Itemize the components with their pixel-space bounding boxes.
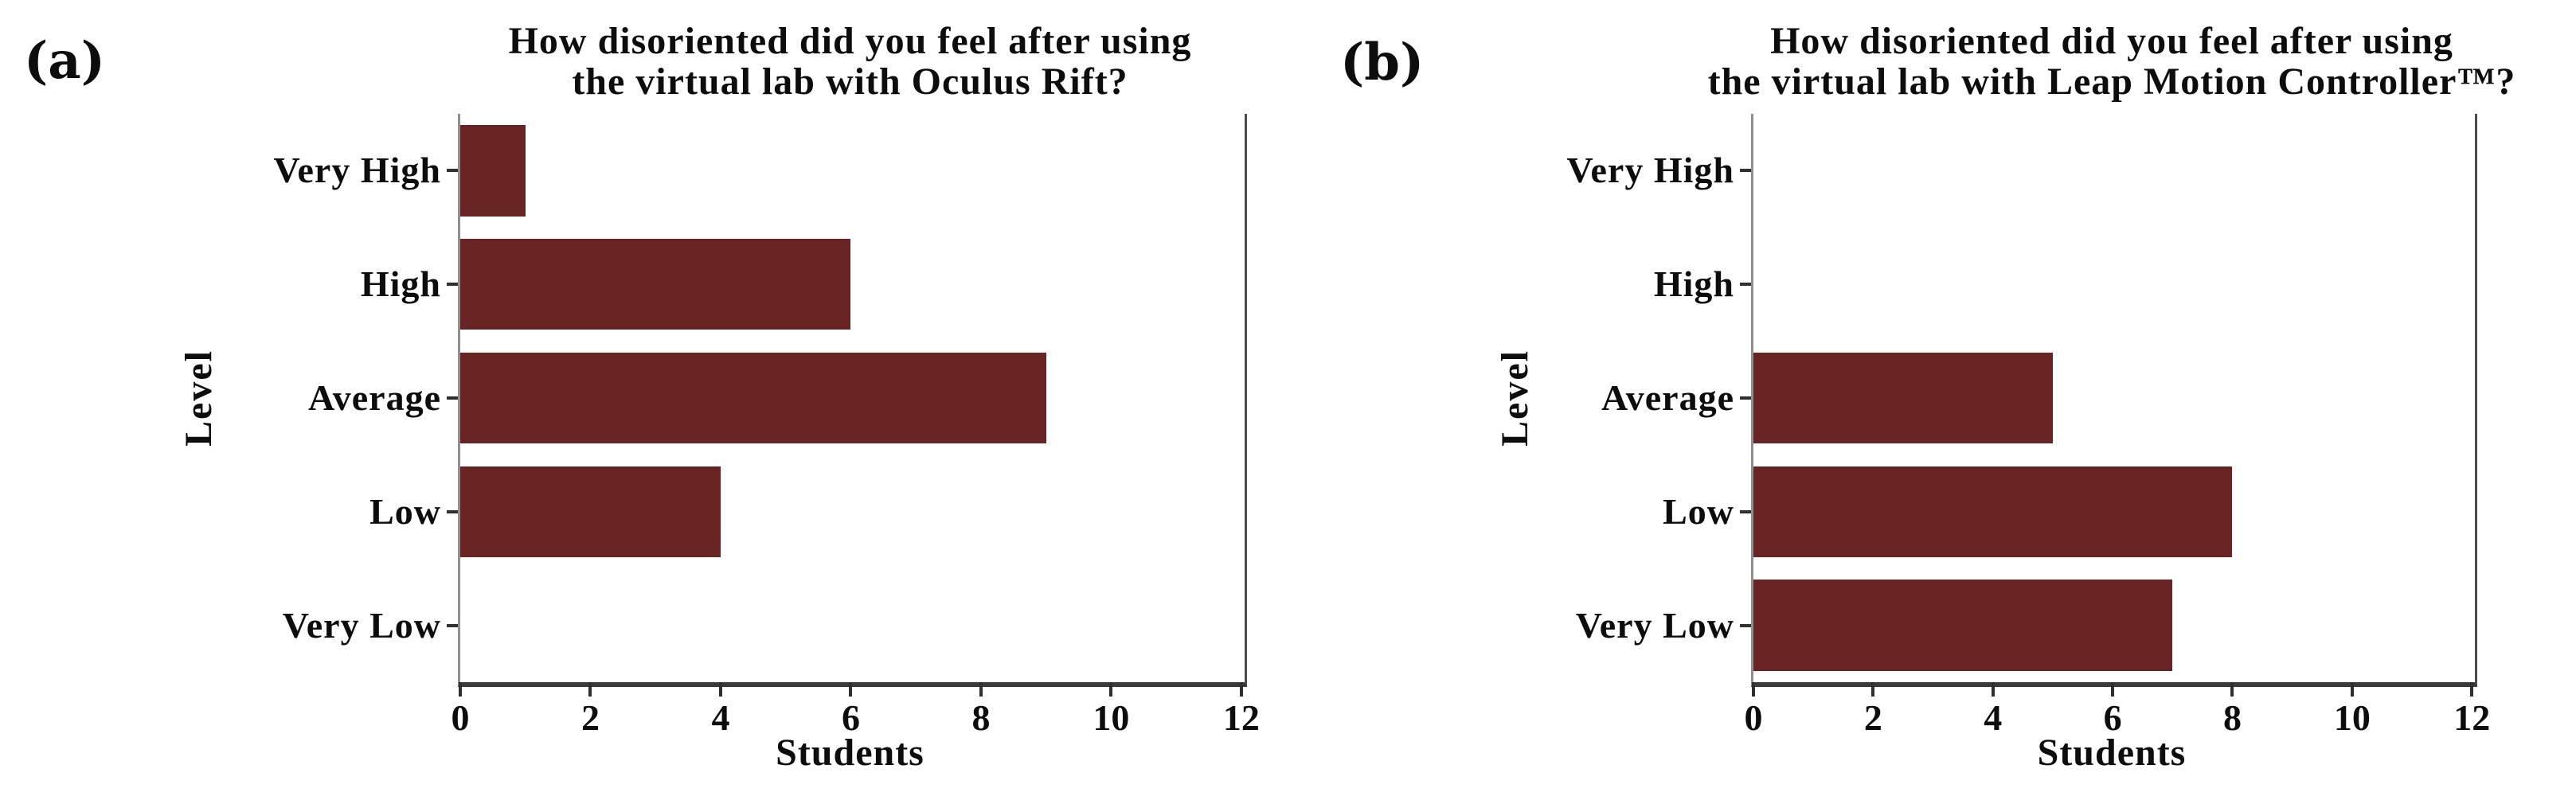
x-tick-label: 6 (841, 697, 860, 738)
bar-very-high (460, 125, 526, 217)
category-label-low: Low (1663, 490, 1734, 532)
y-tick-mark (1740, 396, 1751, 400)
y-tick-mark (1740, 623, 1751, 627)
x-tick-label: 0 (1744, 697, 1763, 738)
chart-a-xlabel: Students (776, 732, 924, 774)
category-label-very-low: Very Low (1575, 604, 1734, 646)
y-tick-mark (1740, 509, 1751, 513)
bar-high (460, 239, 851, 330)
bar-low (460, 466, 721, 557)
x-tick-mark (1239, 682, 1243, 697)
category-label-average: Average (1601, 377, 1734, 418)
y-tick-mark (447, 169, 458, 173)
chart-b-title-line1: How disoriented did you feel after using (1770, 20, 2453, 62)
x-tick-mark (459, 682, 462, 697)
category-label-high: High (1653, 263, 1734, 305)
category-label-average: Average (307, 377, 441, 418)
x-tick-mark (979, 682, 983, 697)
x-tick-label: 10 (2333, 697, 2371, 738)
x-tick-label: 12 (1222, 697, 1260, 738)
y-tick-mark (447, 283, 458, 287)
x-tick-mark (2111, 682, 2115, 697)
x-tick-label: 6 (2103, 697, 2122, 738)
category-label-very-high: Very High (273, 150, 441, 191)
chart-a-title-line2: the virtual lab with Oculus Rift? (572, 60, 1128, 103)
x-tick-mark (2230, 682, 2234, 697)
bar-very-low (1753, 580, 2173, 671)
chart-b-xlabel: Students (2037, 732, 2187, 774)
bar-low (1753, 466, 2233, 557)
x-tick-mark (1752, 682, 1755, 697)
x-tick-mark (1109, 682, 1113, 697)
chart-b-title-line2: the virtual lab with Leap Motion Control… (1707, 60, 2516, 103)
y-tick-mark (1740, 169, 1751, 173)
y-tick-mark (447, 396, 458, 400)
x-tick-mark (849, 682, 853, 697)
x-tick-label: 0 (451, 697, 470, 738)
y-tick-mark (447, 623, 458, 627)
x-tick-label: 8 (971, 697, 991, 738)
category-label-very-high: Very High (1566, 150, 1734, 191)
x-tick-label: 2 (580, 697, 600, 738)
chart-a-ylabel: Level (178, 349, 220, 447)
x-tick-mark (1991, 682, 1995, 697)
chart-b-ylabel: Level (1494, 349, 1536, 447)
x-tick-label: 2 (1863, 697, 1882, 738)
x-tick-label: 10 (1093, 697, 1130, 738)
x-tick-mark (2350, 682, 2354, 697)
chart-a-plot: Very High High Average Low Very Low 0 2 4 6 8 10 12 (274, 114, 1260, 736)
x-tick-mark (1871, 682, 1875, 697)
y-tick-mark (447, 509, 458, 513)
category-label-high: High (360, 263, 441, 305)
x-tick-mark (2470, 682, 2474, 697)
x-tick-label: 8 (2222, 697, 2242, 738)
chart-a-title: How disoriented did you feel after using… (299, 21, 1401, 102)
bar-average (1753, 352, 2053, 444)
category-label-low: Low (369, 490, 441, 532)
chart-b-plot: Very High High Average Low Very Low 0 2 4 6 8 10 12 (1567, 114, 2490, 736)
y-tick-mark (1740, 283, 1751, 287)
panel-a-tag: (a) (24, 31, 106, 91)
x-tick-label: 4 (1984, 697, 2003, 738)
x-tick-label: 12 (2453, 697, 2491, 738)
chart-a-title-line1: How disoriented did you feel after using (508, 20, 1192, 62)
panel-b-tag: (b) (1340, 33, 1425, 92)
x-tick-mark (588, 682, 592, 697)
category-label-very-low: Very Low (282, 604, 441, 646)
bar-average (460, 352, 1046, 444)
x-tick-mark (718, 682, 722, 697)
x-tick-label: 4 (711, 697, 730, 738)
chart-b-title: How disoriented did you feel after using… (1592, 21, 2576, 102)
